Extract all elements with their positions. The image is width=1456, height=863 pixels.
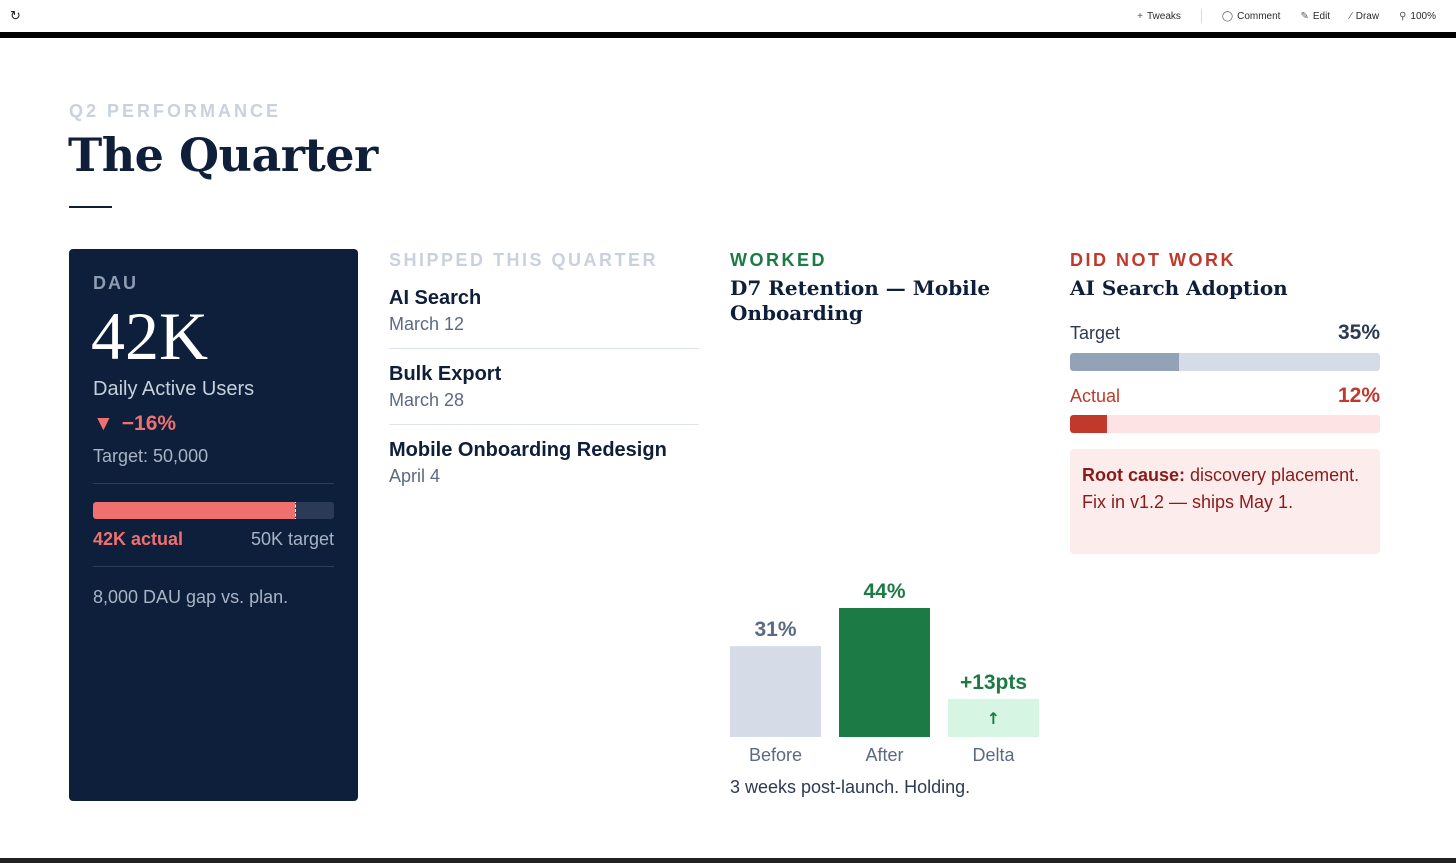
page-bottom-border: [0, 858, 1456, 863]
dau-actual-marker: [295, 502, 297, 519]
worked-note: 3 weeks post-launch. Holding.: [730, 777, 971, 797]
category-label-after: After: [865, 745, 903, 765]
edit-label: Edit: [1312, 10, 1331, 22]
target-label: Target: [1070, 323, 1121, 343]
root-cause-text: discovery placement.: [1185, 465, 1360, 485]
brush-icon: ⁄: [1350, 10, 1352, 22]
actual-label: Actual: [1070, 386, 1121, 406]
dau-subtitle: Daily Active Users: [93, 378, 255, 400]
page-title: The Quarter: [68, 128, 378, 182]
root-cause-callout: Root cause: discovery placement. Fix in …: [1070, 449, 1380, 554]
shipped-item-name: AI Search: [389, 287, 482, 309]
retention-bar-chart: 31% Before 44% After +13pts Delta ↑: [730, 580, 1039, 765]
dau-value: 42K: [91, 298, 209, 374]
dau-progress-fill: [93, 502, 296, 519]
target-row: Target 35%: [1070, 321, 1380, 345]
dau-card: DAU 42K Daily Active Users ▼ −16% Target…: [69, 249, 358, 801]
tweaks-button[interactable]: + Tweaks: [1127, 11, 1191, 22]
arrow-up-icon: ↑: [987, 709, 1000, 728]
zoom-button[interactable]: ⚲ 100%: [1389, 11, 1446, 22]
list-item: AI Search March 12: [389, 287, 699, 335]
draw-button[interactable]: ⁄ Draw: [1340, 11, 1389, 22]
actual-value: 12%: [1337, 384, 1380, 407]
divider: [93, 566, 334, 567]
did-not-work-heading: DID NOT WORK: [1070, 250, 1236, 270]
divider: [93, 483, 334, 484]
list-item: Mobile Onboarding Redesign April 4: [389, 439, 699, 487]
target-progress-fill: [1070, 353, 1179, 371]
shipped-item-date: March 28: [389, 390, 465, 410]
shipped-item-name: Bulk Export: [389, 363, 502, 385]
dau-progress-bar: [93, 502, 334, 519]
comment-label: Comment: [1237, 10, 1281, 22]
toolbar-divider: [1200, 9, 1202, 23]
data-label-after: 44%: [863, 580, 905, 603]
pencil-icon: ✎: [1300, 10, 1309, 22]
toolbar-bottom-border: [0, 32, 1456, 38]
edit-button[interactable]: ✎ Edit: [1290, 11, 1340, 22]
magnifier-icon: ⚲: [1399, 10, 1407, 22]
title-underline: [69, 206, 112, 208]
comment-icon: ◯: [1221, 10, 1234, 22]
bar-after: [839, 608, 930, 737]
reload-icon[interactable]: ↻: [10, 8, 21, 23]
dau-delta-value: −16%: [121, 412, 177, 435]
target-progress-bar: [1070, 353, 1380, 371]
dau-label: DAU: [93, 273, 138, 293]
draw-label: Draw: [1355, 10, 1380, 22]
category-label-before: Before: [749, 745, 802, 765]
dau-actual-label: 42K actual: [93, 529, 184, 549]
worked-title: D7 Retention — Mobile Onboarding: [730, 276, 991, 325]
dau-delta: ▼ −16%: [93, 412, 176, 436]
fix-text: Fix in v1.2 — ships May 1.: [1082, 492, 1294, 512]
tweaks-label: Tweaks: [1146, 10, 1181, 22]
shipped-item-date: March 12: [389, 314, 465, 334]
list-divider: [389, 348, 699, 349]
target-value: 35%: [1337, 321, 1380, 344]
dau-gap-note: 8,000 DAU gap vs. plan.: [93, 587, 289, 607]
comment-button[interactable]: ◯ Comment: [1212, 11, 1291, 22]
data-label-before: 31%: [754, 618, 796, 641]
shipped-heading: SHIPPED THIS QUARTER: [389, 250, 659, 270]
triangle-down-icon: ▼: [93, 412, 114, 435]
list-item: Bulk Export March 28: [389, 363, 699, 411]
zoom-level: 100%: [1410, 10, 1436, 22]
root-cause-label: Root cause:: [1082, 465, 1186, 485]
top-toolbar: ↻ + Tweaks ◯ Comment ✎ Edit ⁄ Draw ⚲ 100…: [0, 0, 1456, 32]
page-eyebrow: Q2 PERFORMANCE: [69, 101, 282, 121]
dau-target: Target: 50,000: [93, 446, 209, 466]
list-divider: [389, 424, 699, 425]
bar-before: [730, 646, 821, 737]
category-label-delta: Delta: [972, 745, 1015, 765]
plus-icon: +: [1137, 10, 1143, 22]
did-not-work-title: AI Search Adoption: [1070, 276, 1288, 300]
data-label-delta: +13pts: [960, 671, 1027, 694]
actual-progress-fill: [1070, 415, 1108, 433]
bar-delta: [948, 698, 1039, 737]
shipped-item-date: April 4: [389, 466, 441, 486]
actual-row: Actual 12%: [1070, 384, 1380, 408]
actual-progress-bar: [1070, 415, 1380, 433]
shipped-item-name: Mobile Onboarding Redesign: [389, 439, 667, 461]
dau-target-label: 50K target: [250, 529, 334, 549]
worked-heading: WORKED: [730, 250, 827, 270]
